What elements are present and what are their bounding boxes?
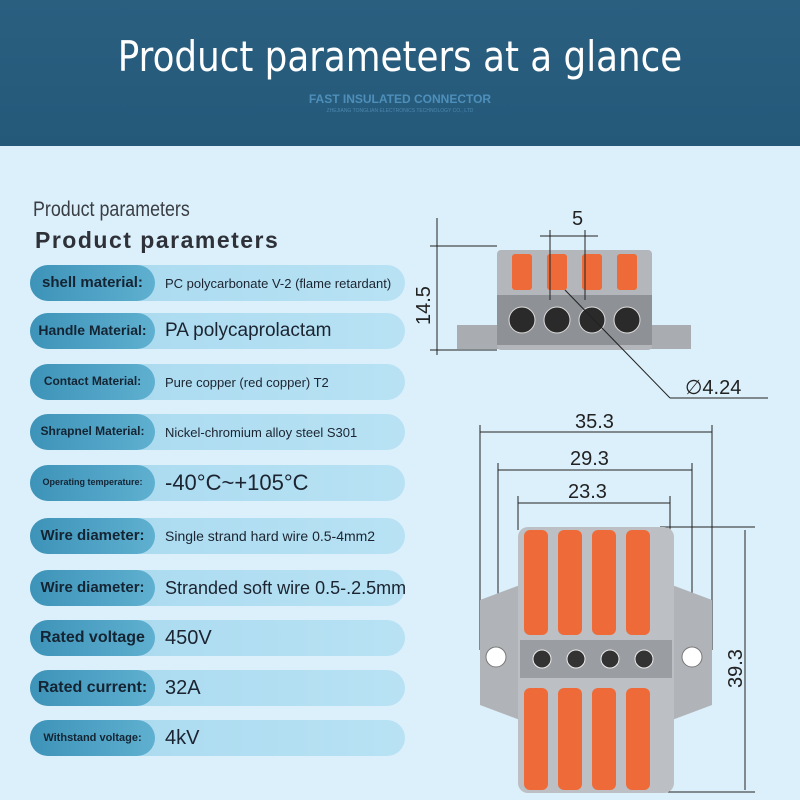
param-row: Rated current: 32A bbox=[30, 670, 405, 706]
dim-length: 39.3 bbox=[725, 649, 747, 688]
section-title-large: Product parameters bbox=[35, 227, 280, 253]
wire-hole bbox=[613, 306, 641, 334]
dim-body-width: 23.3 bbox=[568, 481, 607, 503]
lever bbox=[547, 254, 567, 290]
param-value: Single strand hard wire 0.5-4mm2 bbox=[165, 528, 376, 544]
lever bbox=[524, 688, 548, 790]
param-label: Wire diameter: bbox=[30, 570, 155, 606]
section-title-small: Product parameters bbox=[33, 198, 190, 221]
param-row: Withstand voltage: 4kV bbox=[30, 720, 405, 756]
wire-hole bbox=[634, 649, 654, 669]
param-label: Operating temperature: bbox=[30, 465, 155, 501]
dim-hole-spacing: 29.3 bbox=[570, 448, 609, 470]
wire-hole bbox=[532, 649, 552, 669]
param-row: shell material: PC polycarbonate V-2 (fla… bbox=[30, 265, 405, 301]
param-value: PA polycaprolactam bbox=[165, 320, 332, 341]
lever bbox=[626, 688, 650, 790]
wire-hole bbox=[508, 306, 536, 334]
param-value: Nickel-chromium alloy steel S301 bbox=[165, 424, 358, 440]
page-title: Product parameters at a glance bbox=[117, 32, 683, 81]
wire-hole bbox=[543, 306, 571, 334]
param-row: Rated voltage 450V bbox=[30, 620, 405, 656]
lever bbox=[626, 530, 650, 635]
wire-hole bbox=[578, 306, 606, 334]
param-value: -40°C~+105°C bbox=[165, 470, 309, 495]
param-row: Wire diameter: Stranded soft wire 0.5-.2.… bbox=[30, 570, 407, 606]
product-subtitle: FAST INSULATED CONNECTOR bbox=[308, 92, 492, 106]
param-row: Shrapnel Material: Nickel-chromium alloy … bbox=[30, 414, 405, 450]
param-label: Contact Material: bbox=[30, 364, 155, 400]
lever bbox=[558, 530, 582, 635]
lever bbox=[524, 530, 548, 635]
lever bbox=[617, 254, 637, 290]
param-label: shell material: bbox=[30, 265, 155, 301]
param-value: 32A bbox=[165, 676, 201, 699]
dim-hole: ∅4.24 bbox=[685, 377, 741, 399]
param-row: Contact Material: Pure copper (red copper… bbox=[30, 364, 405, 400]
lever bbox=[592, 688, 616, 790]
dim-pitch: 5 bbox=[572, 208, 583, 230]
param-value: Pure copper (red copper) T2 bbox=[165, 374, 329, 390]
param-label: Shrapnel Material: bbox=[30, 414, 155, 450]
param-label: Rated voltage bbox=[30, 620, 155, 656]
lever bbox=[512, 254, 532, 290]
lever bbox=[592, 530, 616, 635]
dim-height: 14.5 bbox=[413, 286, 435, 325]
wire-hole bbox=[566, 649, 586, 669]
param-label: Rated current: bbox=[30, 670, 155, 706]
lever bbox=[558, 688, 582, 790]
param-value: Stranded soft wire 0.5-.2.5mm bbox=[165, 577, 407, 598]
param-value: PC polycarbonate V-2 (flame retardant) bbox=[165, 275, 392, 291]
header-banner: Product parameters at a glance FAST INSU… bbox=[0, 0, 800, 146]
company-name: ZHEJIANG TONGLIAN ELECTRONICS TECHNOLOGY… bbox=[326, 108, 474, 114]
param-row: Handle Material: PA polycaprolactam bbox=[30, 313, 405, 349]
param-row: Wire diameter: Single strand hard wire 0.… bbox=[30, 518, 405, 554]
wire-hole bbox=[600, 649, 620, 669]
param-value: 450V bbox=[165, 626, 212, 649]
param-label: Wire diameter: bbox=[30, 518, 155, 554]
dim-total-width: 35.3 bbox=[575, 411, 614, 433]
lever bbox=[582, 254, 602, 290]
param-label: Withstand voltage: bbox=[30, 720, 155, 756]
param-row: Operating temperature: -40°C~+105°C bbox=[30, 465, 405, 501]
param-value: 4kV bbox=[165, 726, 200, 749]
param-label: Handle Material: bbox=[30, 313, 155, 349]
